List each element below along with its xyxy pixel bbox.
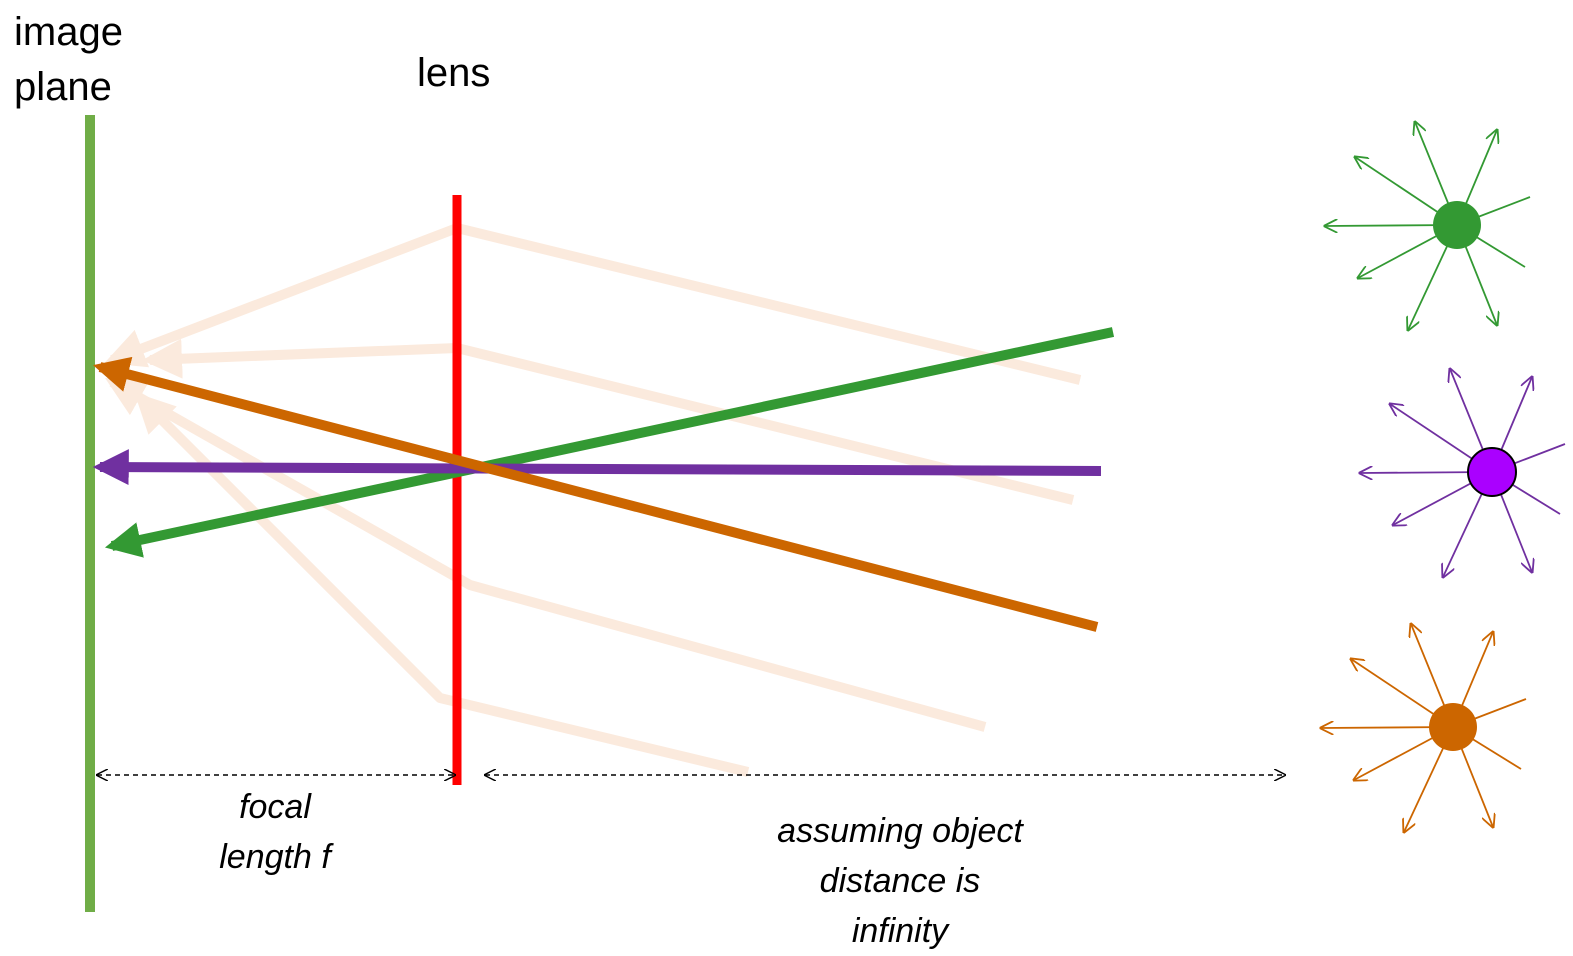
source-dot [1429,703,1477,751]
green-ray [112,332,1113,546]
point-source [1325,122,1530,330]
faint-ray [112,382,985,727]
focal-length-label: length f [219,838,334,876]
object-distance-label: distance is [820,862,981,900]
image-plane-label: image [14,10,123,54]
source-dot [1468,448,1516,496]
focal-length-label: focal [239,788,312,826]
image-plane-label: plane [14,65,112,109]
orange-ray [100,367,1097,627]
purple-ray [100,467,1101,471]
point-source [1360,369,1565,577]
source-dot [1433,201,1481,249]
lens-diagram: image plane lens focal length f assuming… [0,0,1573,956]
object-distance-label: assuming object [777,812,1024,850]
point-sources [1321,122,1565,832]
lens-label: lens [417,51,490,95]
point-source [1321,624,1526,832]
object-distance-label: infinity [852,912,950,950]
